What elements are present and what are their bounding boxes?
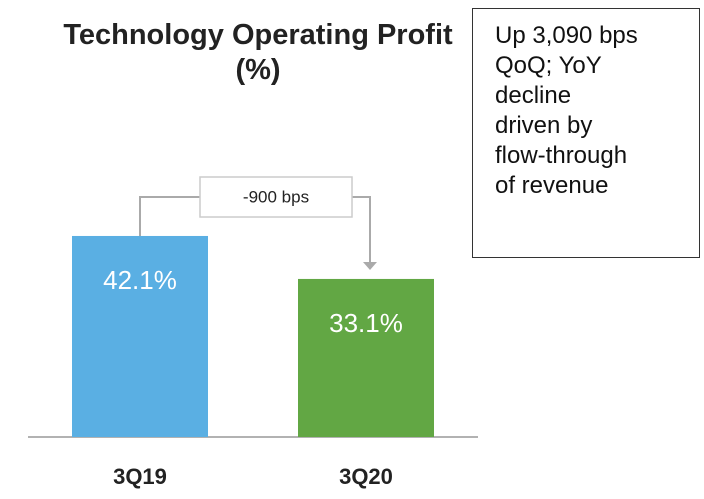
value-label: 42.1% (103, 265, 177, 295)
x-tick-label: 3Q20 (339, 464, 393, 489)
bar (298, 278, 434, 437)
annotation-line: driven by (495, 112, 593, 139)
annotation-line: decline (495, 82, 572, 109)
annotation-line: QoQ; YoY (495, 52, 602, 79)
connector (139, 196, 200, 236)
change-box (199, 176, 353, 218)
arrowhead (363, 261, 377, 270)
value-label: 33.1% (329, 308, 403, 338)
annotation-line: Up 3,090 bps (495, 22, 638, 49)
chart-title: Technology Operating Profit (%) (63, 19, 453, 86)
x-tick-label: 3Q19 (113, 464, 167, 489)
bar (72, 235, 208, 437)
annotation-box: Up 3,090 bps QoQ; YoY decline driven by flow… (472, 8, 700, 258)
annotation-line: flow-through (495, 142, 628, 169)
annotation-line: of revenue (495, 172, 609, 199)
connector (352, 196, 371, 263)
change-label: -900 bps (243, 187, 309, 206)
